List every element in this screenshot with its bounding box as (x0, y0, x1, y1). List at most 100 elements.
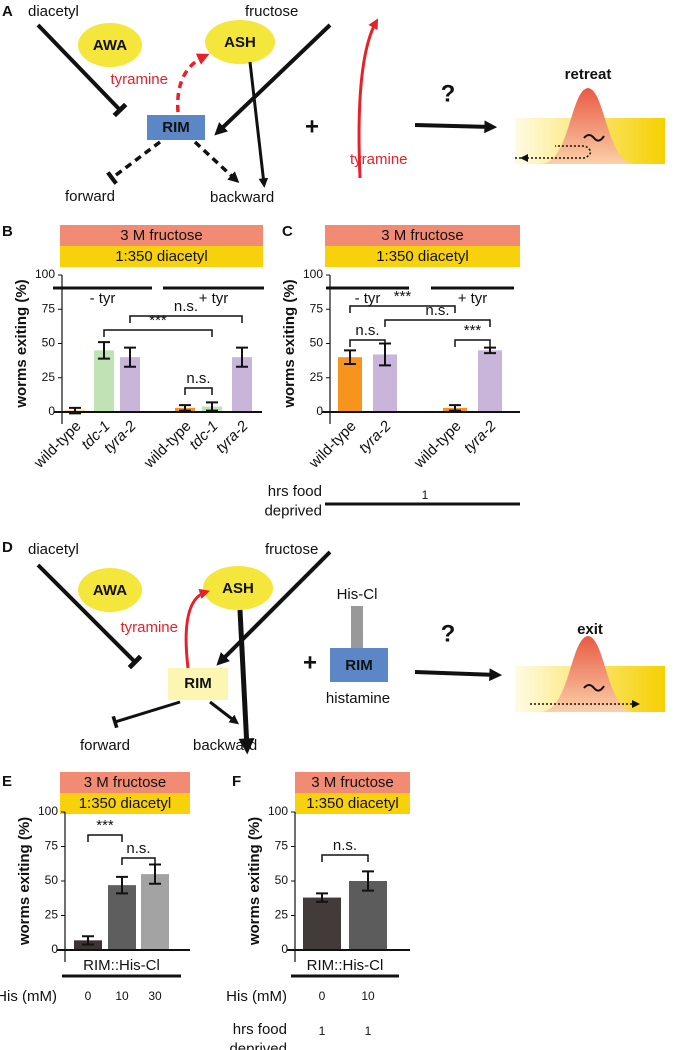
error-bar (344, 349, 356, 366)
treatment: His-Cl (337, 586, 378, 603)
tyramine-arrow (175, 53, 210, 113)
footer-value: 1 (365, 1024, 372, 1038)
banner-text: 1:350 diacetyl (306, 795, 399, 812)
operator: + (303, 649, 317, 676)
channel (351, 606, 363, 648)
group-label: RIM::His-Cl (307, 957, 384, 974)
significance-bracket (349, 339, 386, 347)
panel-label: F (232, 773, 241, 790)
significance-bracket (87, 834, 123, 842)
stimulus: diacetyl (28, 3, 79, 20)
neuron (147, 115, 205, 140)
panel-label: E (2, 773, 12, 790)
significance-bracket (121, 857, 156, 865)
error-bar (116, 875, 128, 895)
y-tick-label: 0 (316, 404, 323, 418)
stimulus: fructose (245, 3, 298, 20)
excite-arrow (193, 140, 240, 184)
bar (120, 357, 140, 412)
bar (108, 885, 136, 950)
panel-label: A (2, 3, 13, 20)
group-label: + tyr (458, 290, 488, 307)
excite-arrow (237, 609, 255, 755)
bar (303, 897, 341, 950)
neuron-label: RIM (345, 657, 373, 674)
panel-label: D (2, 539, 13, 556)
arrowhead (632, 700, 640, 708)
significance-label: n.s. (126, 840, 150, 857)
bar (349, 881, 387, 950)
y-tick-label: 75 (275, 839, 289, 853)
question: ? (441, 620, 456, 647)
banner (295, 793, 410, 814)
error-bar (206, 401, 218, 412)
error-bar (236, 346, 248, 368)
banner (60, 793, 190, 814)
banner (325, 225, 520, 246)
x-axis-label: His (mM) (0, 988, 57, 1005)
significance-label: *** (394, 288, 412, 305)
operator: + (305, 113, 319, 140)
banner-text: 3 M fructose (120, 227, 203, 244)
x-tick-label: wild-type (140, 418, 195, 473)
banner-text: 1:350 diacetyl (115, 248, 208, 265)
y-tick-label: 50 (42, 336, 56, 350)
neuron (203, 566, 273, 610)
x-tick-label: tyra-2 (213, 417, 253, 457)
error-bar (449, 404, 461, 412)
group-label: RIM::His-Cl (83, 957, 160, 974)
neuron-label: AWA (93, 37, 127, 54)
y-tick-label: 50 (45, 873, 59, 887)
question: ? (441, 80, 456, 107)
banner (60, 772, 190, 793)
outcome: retreat (565, 66, 612, 83)
y-axis-label: worms exiting (%) (281, 279, 298, 408)
x-tick-label: 10 (115, 989, 129, 1003)
output: forward (80, 737, 130, 754)
output: backward (193, 737, 257, 754)
x-tick-label: 0 (319, 989, 326, 1003)
error-bar (179, 404, 191, 412)
error-bar (484, 346, 496, 355)
banner-text: 1:350 diacetyl (376, 248, 469, 265)
neuron-label: RIM (184, 675, 212, 692)
treatment: tyramine (350, 151, 408, 168)
bar (338, 357, 362, 412)
banner-text: 3 M fructose (84, 774, 167, 791)
neuron (78, 568, 142, 612)
y-axis-label: worms exiting (%) (16, 817, 33, 946)
transmitter: tyramine (120, 619, 178, 636)
x-tick-label: wild-type (410, 418, 465, 473)
neuron (78, 23, 142, 67)
neuron-label: ASH (224, 34, 256, 51)
diagram-d: D diacetyl fructose AWA ASH RIM tyramine… (2, 539, 665, 755)
ligand: histamine (326, 690, 390, 707)
banner (325, 246, 520, 267)
y-tick-label: 50 (275, 873, 289, 887)
footer-value: 1 (319, 1024, 326, 1038)
panel-label: B (2, 223, 13, 240)
y-tick-label: 0 (48, 404, 55, 418)
y-axis-label: worms exiting (%) (13, 279, 30, 408)
arrow (414, 668, 503, 682)
error-bar (124, 346, 136, 368)
excite-arrow (214, 23, 332, 136)
y-tick-label: 75 (42, 301, 56, 315)
stimulus: fructose (265, 541, 318, 558)
odor-gradient (540, 636, 636, 712)
y-tick-label: 25 (45, 908, 59, 922)
y-tick-label: 100 (268, 804, 288, 818)
y-tick-label: 75 (310, 301, 324, 315)
significance-label: n.s. (425, 302, 449, 319)
group-label: - tyr (355, 290, 381, 307)
bar (232, 357, 252, 412)
output: backward (210, 189, 274, 206)
arrowhead (520, 154, 528, 162)
excite-arrow (248, 61, 269, 188)
error-bar (362, 870, 374, 892)
significance-bracket (321, 854, 369, 862)
group-label: - tyr (90, 290, 116, 307)
banner-text: 3 M fructose (311, 774, 394, 791)
y-tick-label: 25 (310, 370, 324, 384)
neuron-label: AWA (93, 582, 127, 599)
